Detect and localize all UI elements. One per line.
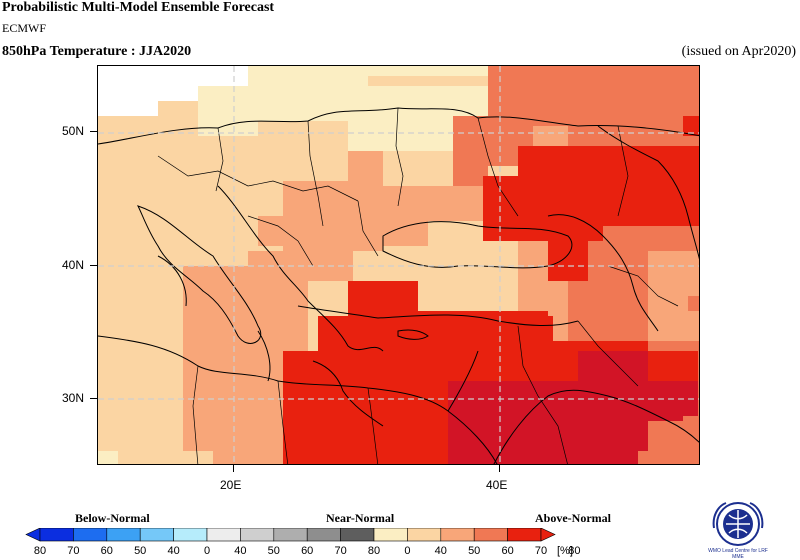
map-title: Probabilistic Multi-Model Ensemble Forec… xyxy=(2,0,275,15)
coastlines xyxy=(98,107,699,464)
probability-cell xyxy=(318,86,488,121)
colorbar-tick-label: 40 xyxy=(234,545,247,557)
issue-date: (issued on Apr2020) xyxy=(681,44,796,59)
colorbar-segment xyxy=(206,528,241,542)
probability-cell xyxy=(133,451,213,464)
model-centre: ECMWF xyxy=(2,21,47,35)
colorbar-segment xyxy=(73,528,108,542)
lat-tick xyxy=(90,265,97,266)
legend-below-normal: Below-Normal xyxy=(75,511,150,525)
forecast-map xyxy=(97,65,700,465)
colorbar-unit: [%] xyxy=(557,545,573,557)
lat-label-40n: 40N xyxy=(62,258,85,272)
colorbar-tick-label: 0 xyxy=(404,545,411,557)
colorbar-tick-label: 70 xyxy=(534,545,548,557)
lon-label-20e: 20E xyxy=(220,478,242,492)
colorbar-segment xyxy=(473,528,508,542)
colorbar-tick-label: 50 xyxy=(267,545,280,557)
probability-cell xyxy=(648,381,698,421)
colorbar-tick-label: 70 xyxy=(67,545,80,557)
colorbar-tick-label: 40 xyxy=(434,545,447,557)
probability-cell xyxy=(98,66,158,116)
colorbar-segment xyxy=(39,528,74,542)
colorbar-tick-label: 0 xyxy=(203,545,211,557)
forecast-map-svg xyxy=(98,66,699,464)
colorbar-tick-label: 50 xyxy=(468,545,481,557)
colorbar-segment xyxy=(240,528,275,542)
colorbar-arrow-right xyxy=(540,528,556,542)
colorbar-tick-label: 80 xyxy=(367,545,381,557)
lon-tick xyxy=(499,465,500,472)
probability-cell xyxy=(548,221,588,281)
probability-cell xyxy=(98,451,118,464)
probability-cell xyxy=(183,266,253,464)
wmo-logo-text: WMO Lead Centre for LRF MME xyxy=(708,548,768,560)
gridlines xyxy=(98,66,699,464)
legend-near-normal: Near-Normal xyxy=(326,511,395,525)
colorbar-segment xyxy=(507,528,542,542)
colorbar-segment xyxy=(340,528,375,542)
lat-label-50n: 50N xyxy=(62,124,85,138)
lat-tick xyxy=(90,131,97,132)
colorbar-segment xyxy=(373,528,408,542)
probability-cell xyxy=(348,281,418,311)
wmo-logo-icon xyxy=(712,502,764,546)
colorbar-segment xyxy=(139,528,174,542)
probability-cell xyxy=(598,176,699,216)
colorbar-arrow-left xyxy=(25,528,41,542)
colorbar-segment xyxy=(273,528,308,542)
colorbar-tick-label: 60 xyxy=(100,545,113,557)
probability-cell xyxy=(263,66,493,76)
colorbar-segment xyxy=(306,528,341,542)
variable-season: 850hPa Temperature : JJA2020 xyxy=(2,44,192,59)
colorbar-tick-label: 60 xyxy=(301,545,314,557)
colorbar-tick-label: 80 xyxy=(33,545,47,557)
probability-cell xyxy=(453,116,488,196)
legend-above-normal: Above-Normal xyxy=(535,511,611,525)
colorbar-segment xyxy=(173,528,208,542)
lon-label-40e: 40E xyxy=(486,478,508,492)
colorbar-tick-label: 70 xyxy=(334,545,347,557)
colorbar-tick-label: 80 xyxy=(568,545,581,557)
lat-tick xyxy=(90,398,97,399)
colorbar-tick-label: 40 xyxy=(167,545,180,557)
legend-colorbar xyxy=(25,528,556,542)
probability-cells xyxy=(98,66,699,464)
colorbar-tick-label: 60 xyxy=(501,545,514,557)
probability-cell xyxy=(578,351,648,451)
colorbar-segment xyxy=(106,528,141,542)
probability-cell xyxy=(483,316,553,356)
lon-tick xyxy=(233,465,234,472)
probability-cell xyxy=(383,186,483,221)
probability-cell xyxy=(683,416,699,464)
colorbar-segment xyxy=(407,528,442,542)
probability-cell xyxy=(383,216,428,246)
lat-label-30n: 30N xyxy=(62,391,85,405)
colorbar-segment xyxy=(440,528,475,542)
country-borders xyxy=(157,107,679,464)
colorbar-tick-label: 50 xyxy=(134,545,147,557)
probability-cell xyxy=(198,86,258,136)
probability-cell xyxy=(683,116,699,136)
probability-cell xyxy=(348,151,383,251)
probability-cell xyxy=(688,296,699,311)
